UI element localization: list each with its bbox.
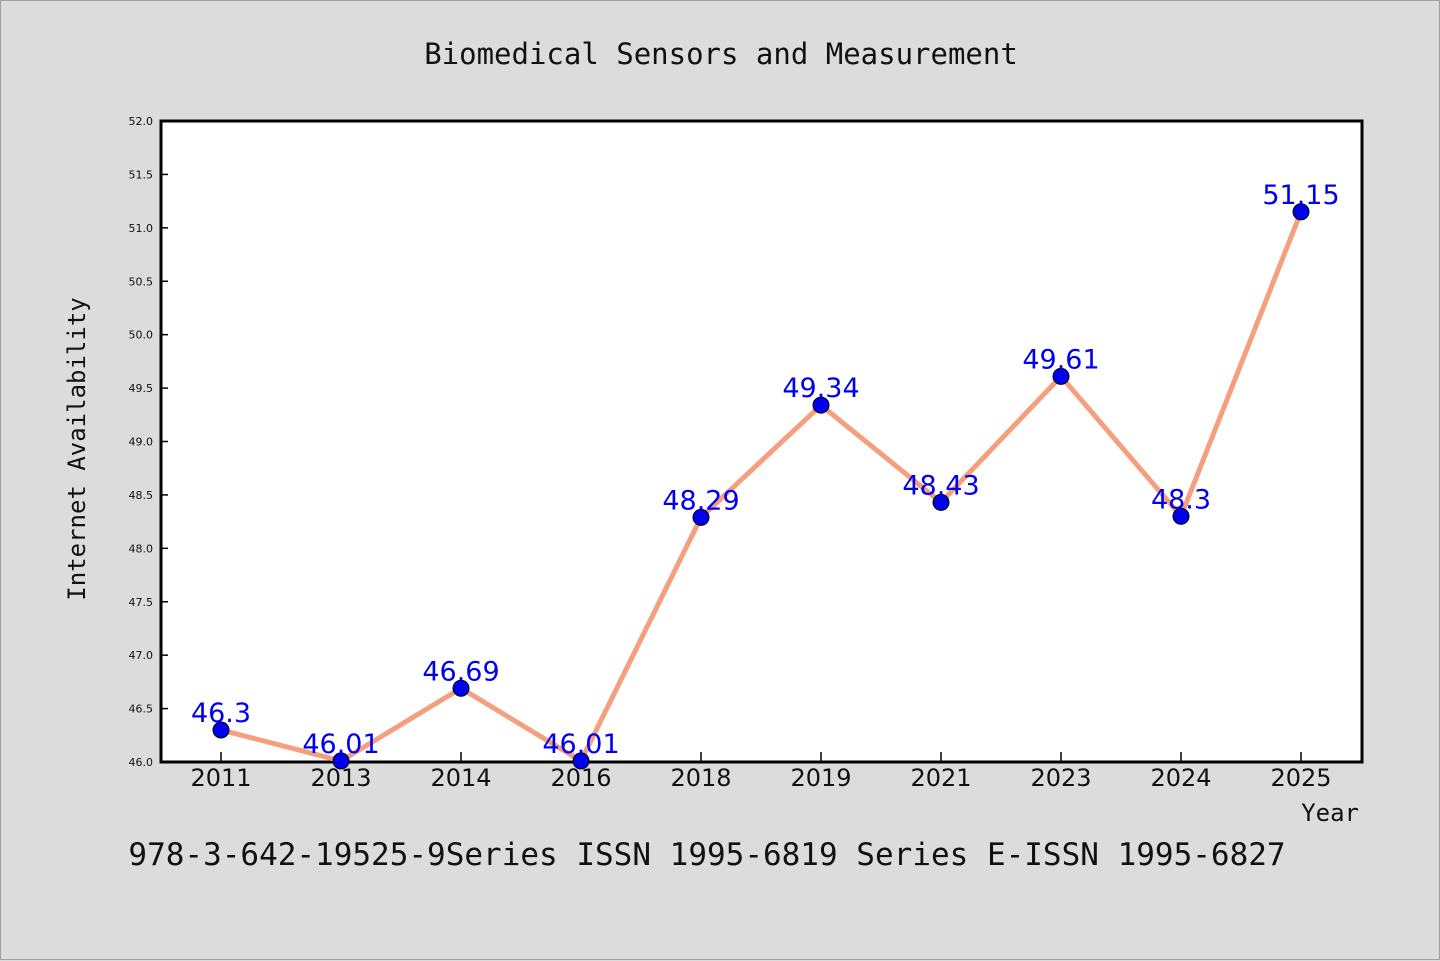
data-label: 46.69 bbox=[422, 656, 499, 687]
y-tick-label: 49.5 bbox=[129, 382, 154, 395]
data-label: 46.3 bbox=[191, 698, 251, 729]
data-label: 46.01 bbox=[302, 729, 379, 760]
data-label: 49.61 bbox=[1022, 344, 1099, 375]
data-point bbox=[1172, 507, 1190, 525]
isbn-caption: 978-3-642-19525-9Series ISSN 1995-6819 S… bbox=[128, 837, 1285, 873]
series-line bbox=[220, 210, 1304, 764]
x-tick-label: 2018 bbox=[670, 764, 731, 792]
x-tick-label: 2024 bbox=[1150, 764, 1211, 792]
x-tick-label: 2014 bbox=[430, 764, 491, 792]
data-point bbox=[692, 508, 710, 526]
series-line-group: 46.3 46.01 46.69 46.01 48.29 49.34 48.43 49.61 4… bbox=[191, 180, 1340, 770]
data-label: 48.43 bbox=[902, 470, 979, 501]
data-point bbox=[812, 396, 830, 414]
y-axis-label: Internet Availability bbox=[63, 297, 91, 600]
y-tick-label: 47.5 bbox=[129, 596, 154, 609]
data-point bbox=[1052, 367, 1070, 385]
data-point bbox=[572, 752, 590, 770]
y-tick-label: 51.5 bbox=[129, 168, 154, 181]
y-tick-label: 52.0 bbox=[129, 115, 154, 128]
x-tick-label: 2025 bbox=[1270, 764, 1331, 792]
y-tick-label: 48.0 bbox=[129, 542, 154, 555]
y-tick-label: 47.0 bbox=[129, 649, 154, 662]
data-label: 49.34 bbox=[782, 373, 859, 404]
x-tick-label: 2011 bbox=[190, 764, 251, 792]
y-tick-label: 50.0 bbox=[129, 329, 154, 342]
data-label: 51.15 bbox=[1262, 180, 1339, 211]
x-axis-label: Year bbox=[1301, 799, 1359, 827]
y-tick-label: 51.0 bbox=[129, 222, 154, 235]
data-point bbox=[932, 493, 950, 511]
data-label: 46.01 bbox=[542, 729, 619, 760]
y-tick-label: 49.0 bbox=[129, 436, 154, 449]
y-axis: 46.0 46.5 47.0 47.5 48.0 48.5 49.0 49.5 50.0 50.5… bbox=[129, 115, 168, 769]
y-tick-label: 46.5 bbox=[129, 703, 154, 716]
y-tick-label: 46.0 bbox=[129, 756, 154, 769]
chart-title: Biomedical Sensors and Measurement bbox=[424, 37, 1018, 71]
data-point bbox=[212, 721, 230, 739]
data-point bbox=[452, 679, 470, 697]
data-point bbox=[1292, 203, 1310, 221]
y-tick-label: 50.5 bbox=[129, 275, 154, 288]
x-tick-label: 2023 bbox=[1030, 764, 1091, 792]
x-tick-label: 2019 bbox=[790, 764, 851, 792]
data-point bbox=[332, 752, 350, 770]
data-label: 48.3 bbox=[1151, 484, 1211, 515]
x-tick-label: 2021 bbox=[910, 764, 971, 792]
y-tick-label: 48.5 bbox=[129, 489, 154, 502]
data-label: 48.29 bbox=[662, 485, 739, 516]
plot-area bbox=[159, 119, 1364, 764]
